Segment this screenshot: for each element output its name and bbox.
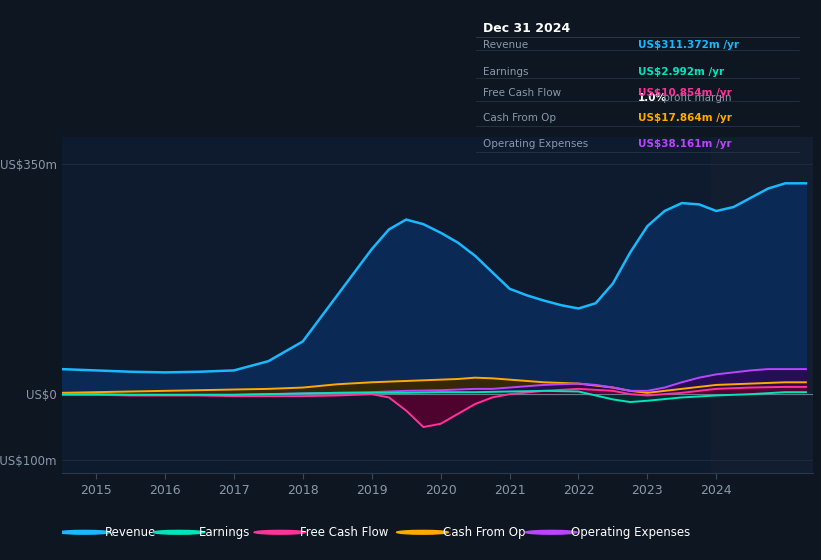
Bar — [711, 137, 813, 473]
Text: US$2.992m /yr: US$2.992m /yr — [638, 67, 724, 77]
Text: Free Cash Flow: Free Cash Flow — [483, 88, 562, 98]
Circle shape — [525, 530, 577, 534]
Text: profit margin: profit margin — [660, 92, 732, 102]
Text: US$10.854m /yr: US$10.854m /yr — [638, 88, 732, 98]
Text: 1.0%: 1.0% — [638, 92, 667, 102]
Text: Earnings: Earnings — [483, 67, 529, 77]
Circle shape — [153, 530, 204, 534]
Text: Earnings: Earnings — [199, 526, 250, 539]
Circle shape — [59, 530, 110, 534]
Circle shape — [397, 530, 448, 534]
Text: Operating Expenses: Operating Expenses — [571, 526, 690, 539]
Text: US$38.161m /yr: US$38.161m /yr — [638, 139, 732, 149]
Text: Cash From Op: Cash From Op — [443, 526, 525, 539]
Text: Dec 31 2024: Dec 31 2024 — [483, 22, 571, 35]
Text: US$17.864m /yr: US$17.864m /yr — [638, 113, 732, 123]
Text: Revenue: Revenue — [105, 526, 156, 539]
Text: Free Cash Flow: Free Cash Flow — [300, 526, 388, 539]
Circle shape — [254, 530, 305, 534]
Text: Revenue: Revenue — [483, 40, 528, 50]
Text: Operating Expenses: Operating Expenses — [483, 139, 589, 149]
Text: US$311.372m /yr: US$311.372m /yr — [638, 40, 739, 50]
Text: Cash From Op: Cash From Op — [483, 113, 556, 123]
